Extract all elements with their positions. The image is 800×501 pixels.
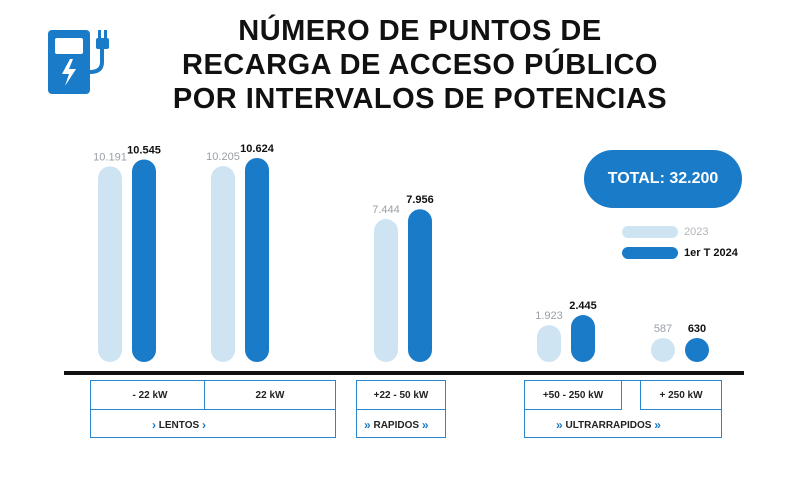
data-label-2024-4: 630	[688, 323, 706, 335]
legend-label-2023: 2023	[684, 226, 709, 238]
data-label-2023-2: 7.444	[372, 204, 400, 216]
data-label-2023-0: 10.191	[93, 151, 127, 163]
group-label-ultrarrapidos: » ULTRARRAPIDOS »	[556, 418, 661, 432]
category-box-1: 22 kW	[204, 380, 336, 410]
total-badge: TOTAL: 32.200	[584, 150, 742, 208]
group-text-ultrarrapidos: ULTRARRAPIDOS	[565, 419, 652, 431]
bar-2023-0	[98, 166, 122, 362]
bar-2024-4	[685, 338, 709, 362]
legend-label-2024: 1er T 2024	[684, 247, 738, 259]
category-label-1: 22 kW	[255, 389, 285, 401]
bar-2024-2	[408, 209, 432, 362]
group-label-rapidos: » RAPIDOS »	[364, 418, 429, 432]
category-label-4: + 250 kW	[659, 389, 703, 401]
data-label-2023-4: 587	[654, 323, 672, 335]
title-line-1: NÚMERO DE PUNTOS DE	[238, 15, 602, 47]
chevron-icon: ›	[152, 418, 156, 432]
ev-charger-icon	[48, 30, 109, 94]
category-box-3: +50 - 250 kW	[524, 380, 622, 410]
chevron-icon: ›	[201, 418, 206, 432]
data-label-2024-0: 10.545	[127, 145, 161, 157]
category-label-0: - 22 kW	[132, 389, 168, 401]
legend-item-2024: 1er T 2024	[622, 246, 738, 260]
chart-title: NÚMERO DE PUNTOS DE RECARGA DE ACCESO PÚ…	[140, 14, 700, 116]
category-label-2: +22 - 50 kW	[373, 389, 429, 401]
legend-swatch-2024	[622, 247, 678, 259]
group-text-rapidos: RAPIDOS	[373, 419, 420, 431]
bar-2023-2	[374, 219, 398, 362]
title-line-3: POR INTERVALOS DE POTENCIAS	[172, 83, 668, 115]
data-label-2023-1: 10.205	[206, 151, 240, 163]
bar-2024-0	[132, 159, 156, 362]
category-box-4: + 250 kW	[640, 380, 722, 410]
bar-2023-1	[211, 166, 235, 362]
data-label-2023-3: 1.923	[535, 310, 563, 322]
category-label-3: +50 - 250 kW	[542, 389, 604, 401]
group-label-lentos: › LENTOS ›	[152, 418, 206, 432]
group-text-lentos: LENTOS	[158, 419, 200, 431]
category-box-0: - 22 kW	[90, 380, 210, 410]
data-label-2024-3: 2.445	[569, 300, 597, 312]
chevrons-icon: »	[654, 418, 661, 432]
chevrons-icon: »	[421, 418, 429, 432]
category-box-2: +22 - 50 kW	[356, 380, 446, 410]
legend-item-2023: 2023	[622, 225, 708, 239]
bar-2023-4	[651, 338, 675, 362]
chevrons-icon: »	[364, 418, 371, 432]
bar-2024-1	[245, 158, 269, 362]
legend-swatch-2023	[622, 226, 678, 238]
bar-2023-3	[537, 325, 561, 362]
data-label-2024-1: 10.624	[240, 143, 275, 155]
data-label-2024-2: 7.956	[406, 194, 434, 206]
bar-2024-3	[571, 315, 595, 362]
chevrons-icon: »	[556, 418, 563, 432]
title-line-2: RECARGA DE ACCESO PÚBLICO	[182, 49, 658, 81]
